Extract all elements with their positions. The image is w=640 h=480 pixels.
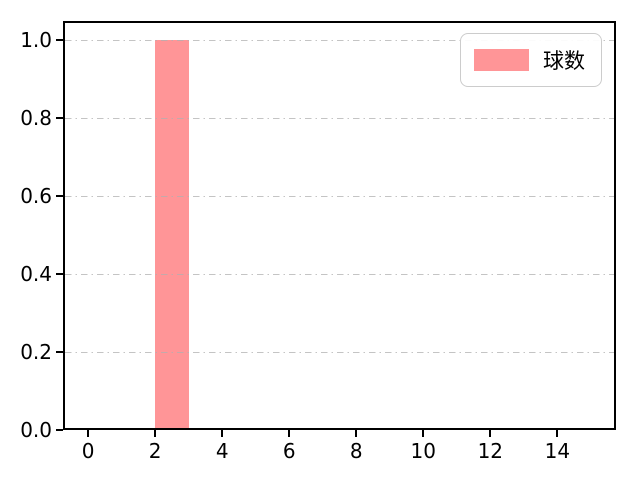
legend-label: 球数 (543, 49, 585, 73)
gridline (65, 351, 614, 353)
gridline (65, 39, 614, 42)
x-tick-label: 2 (148, 439, 162, 463)
x-tick-label: 14 (544, 439, 571, 463)
y-axis-tick (56, 273, 63, 276)
y-axis-tick (56, 39, 63, 42)
y-tick-label: 0.0 (20, 418, 52, 442)
gridline (65, 195, 614, 198)
x-axis-tick (422, 430, 425, 437)
x-tick-label: 12 (477, 439, 504, 463)
x-tick-label: 8 (349, 439, 363, 463)
x-axis-tick (556, 430, 559, 437)
x-axis-tick (87, 430, 90, 437)
x-axis-tick (288, 430, 291, 437)
y-axis-tick (56, 429, 63, 431)
x-tick-label: 4 (215, 439, 229, 463)
gridline (65, 273, 614, 276)
y-tick-label: 0.6 (20, 184, 52, 209)
x-axis-tick (489, 430, 492, 437)
histogram-bar (155, 40, 189, 428)
x-tick-label: 0 (81, 439, 95, 463)
x-axis-tick (221, 430, 224, 437)
gridline (65, 117, 614, 120)
y-axis-tick (56, 351, 63, 354)
x-axis-tick (355, 430, 358, 437)
y-tick-label: 0.2 (20, 340, 52, 365)
y-axis-tick (56, 195, 63, 198)
y-tick-label: 0.4 (20, 262, 52, 287)
x-tick-label: 6 (282, 439, 296, 463)
legend-swatch (474, 49, 529, 71)
y-axis-tick (56, 117, 63, 120)
x-axis-tick (154, 430, 157, 437)
y-tick-label: 1.0 (20, 28, 52, 53)
y-tick-label: 0.8 (20, 106, 52, 131)
plot-area: 球数 (63, 21, 616, 430)
x-tick-label: 10 (410, 439, 436, 463)
legend: 球数 (460, 33, 602, 87)
